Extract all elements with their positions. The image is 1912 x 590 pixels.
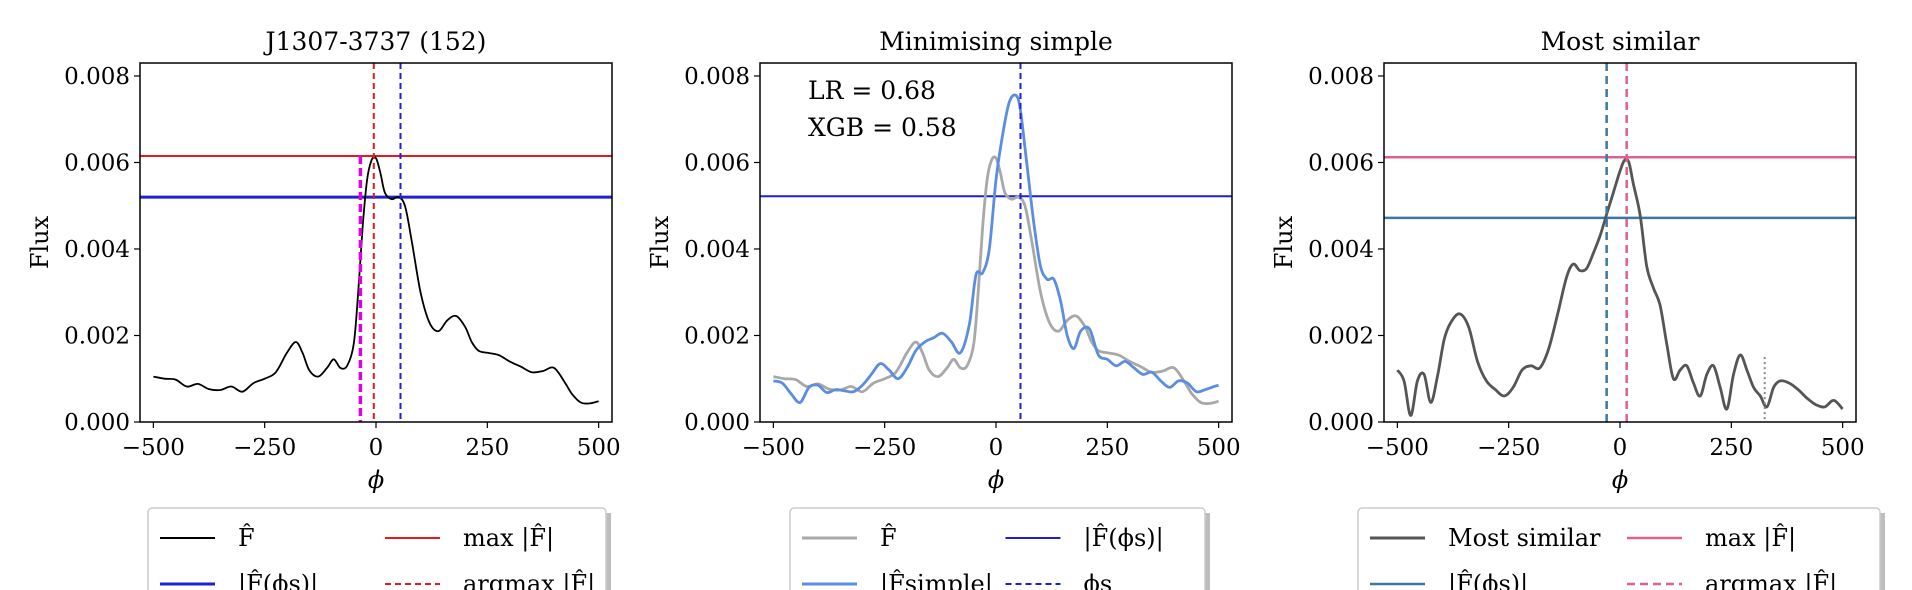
- y-tick-label: 0.008: [684, 64, 750, 90]
- x-tick-label: 500: [577, 435, 621, 461]
- y-axis-label: Flux: [646, 215, 674, 269]
- x-tick-label: −500: [122, 435, 185, 461]
- legend-entry-label: argmax |F̂|: [1705, 570, 1837, 590]
- legend-entry-label: argmax |F̂|: [463, 570, 595, 590]
- legend-entry-label: Most similar: [1448, 524, 1601, 552]
- x-axis-label: ϕ: [1612, 466, 1628, 494]
- plot-area: [1384, 63, 1856, 422]
- legend-entry-label: ϕs: [1084, 570, 1113, 590]
- legend-frame: [789, 507, 1206, 590]
- legend-frame: [147, 507, 607, 590]
- x-tick-label: 250: [465, 435, 509, 461]
- panel-title: J1307-3737 (152): [263, 27, 487, 56]
- y-tick-label: 0.006: [684, 150, 750, 176]
- y-tick-label: 0.000: [684, 410, 750, 436]
- plot-area: [140, 63, 612, 422]
- series-line-0: [1396, 157, 1844, 417]
- x-axis-label: ϕ: [988, 466, 1004, 494]
- panel-title: Minimising simple: [879, 27, 1113, 56]
- x-tick-label: −500: [1366, 435, 1429, 461]
- legend: F̂ |F̂(ϕs)| |F̂simple| ϕs: [789, 507, 1210, 590]
- y-tick-label: 0.000: [1308, 410, 1374, 436]
- y-tick-label: 0.000: [64, 410, 130, 436]
- annotation-text: LR = 0.68: [808, 76, 936, 105]
- y-tick-label: 0.004: [64, 237, 130, 263]
- legend-entry-label: |F̂(ϕs)|: [238, 570, 318, 590]
- x-tick-label: 0: [1613, 435, 1628, 461]
- x-tick-label: −250: [853, 435, 916, 461]
- series-line-0: [773, 155, 1220, 406]
- legend-entry-label: |F̂(ϕs)|: [1448, 570, 1528, 590]
- plot-area: [760, 63, 1232, 422]
- y-axis-label: Flux: [26, 215, 54, 269]
- legend: F̂ max |F̂| |F̂(ϕs)| argmax |F̂|: [147, 507, 611, 590]
- axes-frame: [1383, 62, 1857, 423]
- series-line-1: [773, 93, 1220, 404]
- y-tick-label: 0.008: [64, 64, 130, 90]
- y-tick-label: 0.002: [64, 323, 130, 349]
- chart-panel-2: −500 −250 0 250 500 0.000 0.002 0.004 0.006 0.008…: [646, 27, 1241, 590]
- y-tick-label: 0.006: [64, 150, 130, 176]
- x-axis-label: ϕ: [368, 466, 384, 494]
- x-tick-label: −250: [1477, 435, 1540, 461]
- chart-panel-1: −500 −250 0 250 500 0.000 0.002 0.004 0.006 0.008…: [26, 27, 621, 590]
- y-tick-label: 0.004: [1308, 237, 1374, 263]
- x-tick-label: 500: [1197, 435, 1241, 461]
- legend: Most similar max |F̂| |F̂(ϕs)| argmax |F̂|: [1357, 507, 1885, 590]
- axes-frame: [139, 62, 613, 423]
- y-axis-label: Flux: [1270, 215, 1298, 269]
- legend-entry-label: |F̂simple|: [880, 570, 993, 590]
- y-tick-label: 0.004: [684, 237, 750, 263]
- x-tick-label: 250: [1709, 435, 1753, 461]
- x-tick-label: 500: [1821, 435, 1865, 461]
- panel-title: Most similar: [1541, 27, 1700, 56]
- x-tick-label: −250: [233, 435, 296, 461]
- legend-frame: [1357, 507, 1881, 590]
- y-tick-label: 0.002: [1308, 323, 1374, 349]
- y-tick-label: 0.002: [684, 323, 750, 349]
- legend-entry-label: F̂: [238, 524, 255, 552]
- y-tick-label: 0.008: [1308, 64, 1374, 90]
- y-tick-label: 0.006: [1308, 150, 1374, 176]
- series-line-0: [153, 156, 599, 405]
- chart-panel-3: −500 −250 0 250 500 0.000 0.002 0.004 0.006 0.008…: [1270, 27, 1885, 590]
- legend-entry-label: max |F̂|: [1705, 524, 1796, 553]
- x-tick-label: 250: [1085, 435, 1129, 461]
- x-tick-label: 0: [369, 435, 384, 461]
- x-tick-label: −500: [742, 435, 805, 461]
- legend-entry-label: max |F̂|: [463, 524, 554, 553]
- annotation-text: XGB = 0.58: [808, 113, 957, 142]
- legend-entry-label: |F̂(ϕs)|: [1084, 524, 1164, 553]
- x-tick-label: 0: [989, 435, 1004, 461]
- legend-entry-label: F̂: [880, 524, 897, 552]
